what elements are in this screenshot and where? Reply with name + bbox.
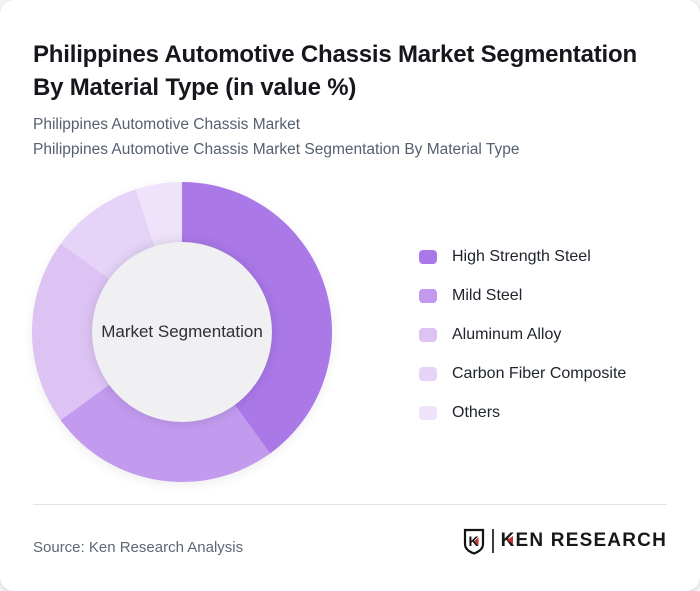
donut-center-label: Market Segmentation: [101, 322, 263, 341]
page-title: Philippines Automotive Chassis Market Se…: [33, 38, 678, 104]
donut-center: Market Segmentation: [92, 242, 272, 422]
brand-text: KEN RESEARCH: [501, 530, 667, 552]
emblem-red-triangle: [473, 536, 479, 545]
shield-k-icon: K: [463, 528, 484, 555]
legend-item-mild-steel: Mild Steel: [419, 287, 626, 305]
logo-separator: [491, 529, 494, 553]
legend-swatch: [419, 250, 437, 264]
legend-item-carbon-fiber-composite: Carbon Fiber Composite: [419, 365, 626, 383]
legend-label: Others: [452, 404, 501, 421]
page-title-line1: Philippines Automotive Chassis Market Se…: [33, 41, 637, 69]
legend-item-others: Others: [419, 404, 626, 422]
legend-label: High Strength Steel: [452, 248, 591, 265]
ken-research-logo: K KEN RESEARCH: [462, 527, 667, 555]
legend-swatch: [419, 367, 437, 381]
source-text: Source: Ken Research Analysis: [33, 539, 244, 556]
donut-chart: Market Segmentation: [32, 182, 332, 482]
page-title-line2: By Material Type (in value %): [33, 74, 357, 102]
footer-divider: [33, 504, 667, 505]
emblem-letter: K: [468, 533, 478, 549]
legend-item-high-strength-steel: High Strength Steel: [419, 248, 626, 266]
subtitle-line2: Philippines Automotive Chassis Market Se…: [33, 141, 520, 158]
legend-label: Aluminum Alloy: [452, 326, 562, 343]
legend-swatch: [419, 406, 437, 420]
legend-label: Carbon Fiber Composite: [452, 365, 627, 382]
subtitle-block: Philippines Automotive Chassis Market Ph…: [33, 112, 678, 162]
chart-legend: High Strength Steel Mild Steel Aluminum Al…: [419, 248, 626, 443]
legend-swatch: [419, 289, 437, 303]
legend-item-aluminum-alloy: Aluminum Alloy: [419, 326, 626, 344]
brand-red-triangle: [506, 536, 513, 544]
subtitle-line1: Philippines Automotive Chassis Market: [33, 116, 301, 133]
legend-label: Mild Steel: [452, 287, 523, 304]
brand-label: KEN RESEARCH: [500, 530, 667, 551]
legend-swatch: [419, 328, 437, 342]
